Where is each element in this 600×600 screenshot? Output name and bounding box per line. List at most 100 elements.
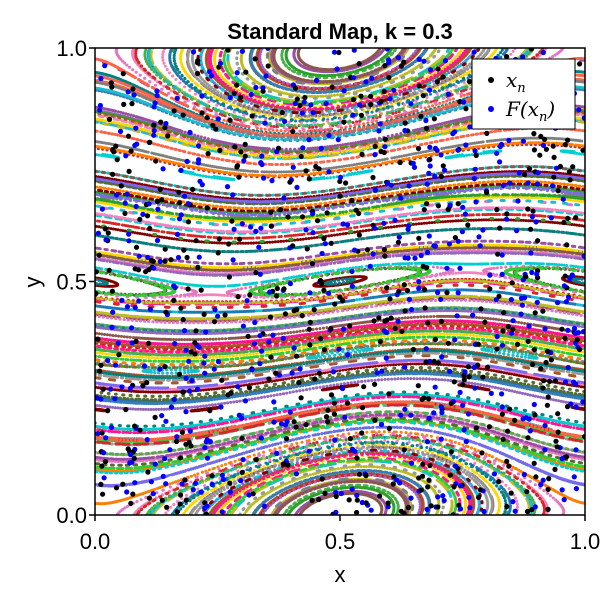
point-f-x-n [133, 125, 139, 131]
point-x-n [190, 186, 196, 192]
point-x-n [376, 315, 382, 321]
point-f-x-n [427, 358, 433, 364]
point-f-x-n [393, 477, 399, 483]
point-f-x-n [123, 153, 129, 159]
point-x-n [484, 364, 491, 370]
point-f-x-n [224, 184, 231, 190]
point-x-n [347, 323, 353, 329]
point-f-x-n [192, 480, 199, 486]
orbit-path [95, 418, 585, 470]
point-f-x-n [251, 341, 258, 347]
point-x-n [184, 254, 190, 261]
point-f-x-n [512, 508, 518, 514]
point-x-n [510, 326, 516, 332]
point-f-x-n [147, 306, 153, 312]
point-x-n [420, 93, 426, 99]
point-x-n [163, 309, 169, 315]
point-f-x-n [274, 450, 280, 456]
point-x-n [323, 414, 330, 420]
point-x-n [275, 145, 282, 151]
point-x-n [528, 226, 534, 232]
point-f-x-n [411, 164, 418, 170]
point-f-x-n [239, 48, 245, 54]
point-x-n [416, 235, 422, 241]
point-f-x-n [238, 478, 244, 484]
orbit-path [95, 149, 585, 182]
point-f-x-n [425, 249, 431, 256]
point-x-n [151, 122, 157, 128]
point-f-x-n [105, 357, 111, 363]
point-f-x-n [299, 110, 305, 116]
point-x-n [118, 183, 124, 189]
point-x-n [209, 473, 215, 479]
point-x-n [499, 411, 505, 417]
point-f-x-n [455, 147, 461, 153]
point-x-n [531, 131, 537, 137]
point-x-n [131, 455, 137, 461]
y-axis-label: y [20, 277, 45, 288]
point-x-n [113, 485, 120, 491]
point-x-n [401, 510, 407, 515]
point-f-x-n [510, 318, 516, 324]
point-f-x-n [176, 216, 183, 222]
orbit-path [95, 349, 585, 380]
point-x-n [475, 341, 481, 347]
point-f-x-n [424, 439, 430, 445]
point-f-x-n [163, 418, 169, 424]
point-x-n [566, 169, 573, 175]
point-f-x-n [406, 296, 412, 302]
point-f-x-n [441, 167, 448, 173]
point-x-n [235, 294, 241, 300]
point-f-x-n [219, 472, 225, 478]
point-x-n [368, 93, 374, 99]
point-x-n [207, 408, 213, 414]
point-f-x-n [124, 191, 130, 197]
point-x-n [509, 280, 515, 286]
point-x-n [371, 318, 377, 324]
point-f-x-n [261, 175, 267, 181]
point-x-n [144, 213, 151, 219]
point-x-n [501, 310, 507, 316]
point-x-n [130, 86, 136, 92]
point-x-n [227, 117, 233, 123]
point-x-n [435, 203, 441, 209]
point-f-x-n [99, 206, 105, 212]
point-f-x-n [148, 479, 154, 485]
point-f-x-n [334, 66, 340, 72]
point-f-x-n [314, 77, 320, 83]
point-x-n [565, 137, 571, 143]
point-x-n [427, 156, 433, 163]
point-f-x-n [471, 49, 477, 55]
point-x-n [451, 379, 457, 385]
point-x-n [238, 149, 244, 155]
point-f-x-n [185, 201, 192, 207]
point-x-n [165, 133, 171, 139]
point-x-n [152, 414, 158, 420]
point-f-x-n [457, 389, 463, 395]
point-f-x-n [322, 241, 328, 247]
point-x-n [504, 458, 510, 464]
point-x-n [245, 333, 251, 339]
point-x-n [294, 96, 300, 102]
point-x-n [580, 147, 585, 153]
point-f-x-n [549, 183, 556, 189]
point-x-n [552, 466, 558, 472]
point-f-x-n [529, 214, 536, 220]
point-f-x-n [409, 306, 415, 313]
point-x-n [312, 376, 318, 382]
point-x-n [211, 319, 218, 325]
point-f-x-n [418, 252, 424, 259]
point-f-x-n [521, 471, 527, 478]
point-f-x-n [519, 302, 526, 308]
point-f-x-n [151, 104, 157, 110]
orbit-path [95, 277, 585, 286]
point-f-x-n [467, 505, 473, 511]
point-f-x-n [438, 436, 444, 442]
point-f-x-n [455, 290, 461, 296]
point-x-n [532, 412, 538, 418]
point-x-n [425, 320, 431, 326]
point-f-x-n [301, 99, 307, 105]
point-f-x-n [443, 58, 449, 64]
point-f-x-n [408, 412, 414, 418]
point-f-x-n [441, 497, 447, 504]
